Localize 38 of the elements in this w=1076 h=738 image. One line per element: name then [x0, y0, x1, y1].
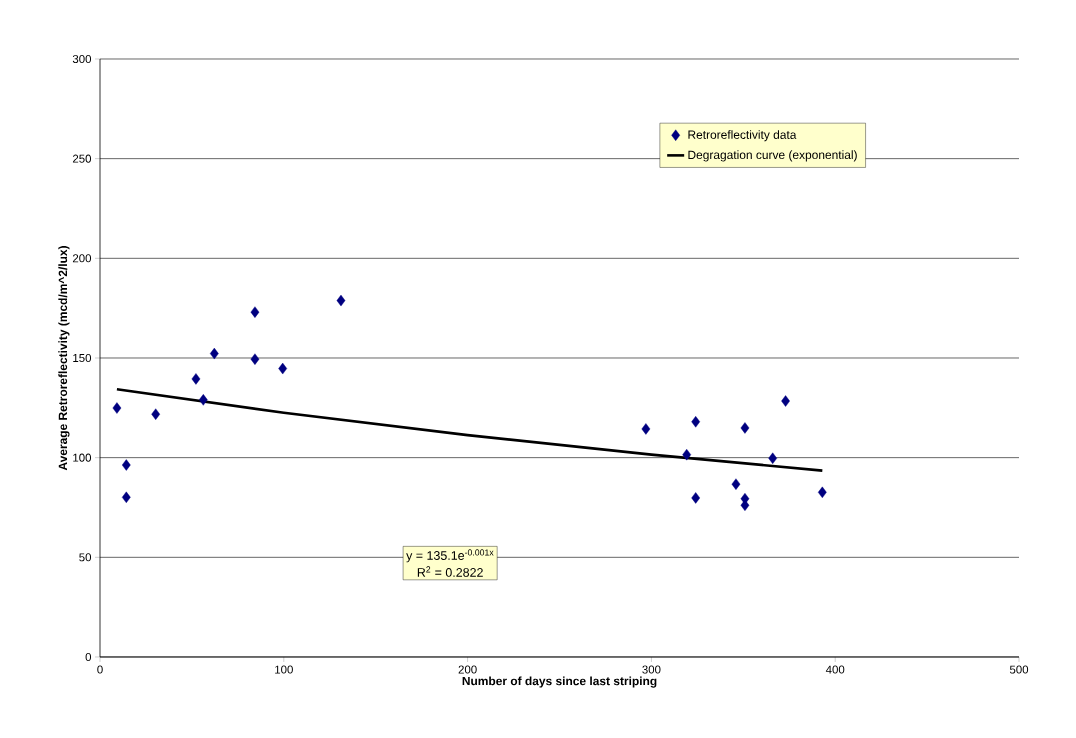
- x-tick-label: 200: [458, 665, 477, 674]
- x-axis-title: Number of days since last striping: [462, 676, 657, 688]
- point: [682, 448, 692, 461]
- x-tick-label: 400: [825, 665, 845, 674]
- legend-label: Retroreflectivity data: [688, 130, 797, 142]
- y-axis-title: Average Retroreflectivity (mcd/m^2/lux): [58, 246, 70, 471]
- annotation: y = 135.1e$^{-0.001x}$: [406, 549, 494, 563]
- x-tick-label: 300: [642, 665, 661, 674]
- legend-label: Degragation curve (exponential): [688, 150, 857, 162]
- y-tick-label: 50: [79, 553, 92, 562]
- point: [121, 459, 131, 471]
- y-tick-label: 200: [72, 254, 92, 263]
- point: [781, 395, 790, 407]
- y-tick-label: 250: [72, 154, 92, 163]
- y-tick-label: 300: [72, 54, 92, 64]
- y-tick-label: 150: [73, 353, 92, 363]
- point: [740, 422, 750, 434]
- point: [641, 423, 651, 435]
- point: [198, 394, 208, 406]
- line-series: [115, 387, 824, 472]
- annotation: R$^{2}$ = 0.2822: [417, 566, 483, 577]
- point: [691, 416, 701, 428]
- y-tick-label: 100: [73, 453, 92, 462]
- point: [112, 402, 122, 414]
- point: [151, 408, 161, 420]
- point: [278, 362, 288, 375]
- x-tick-label: 100: [275, 665, 293, 674]
- point: [250, 353, 260, 365]
- point: [250, 306, 260, 318]
- y-tick-label: 0: [85, 652, 92, 662]
- x-tick-label: 0: [97, 665, 103, 674]
- point: [191, 373, 201, 385]
- point: [121, 491, 131, 504]
- point: [768, 452, 778, 464]
- x-tick-label: 500: [1009, 665, 1029, 674]
- point: [691, 492, 701, 504]
- point: [731, 478, 741, 490]
- point: [336, 294, 346, 307]
